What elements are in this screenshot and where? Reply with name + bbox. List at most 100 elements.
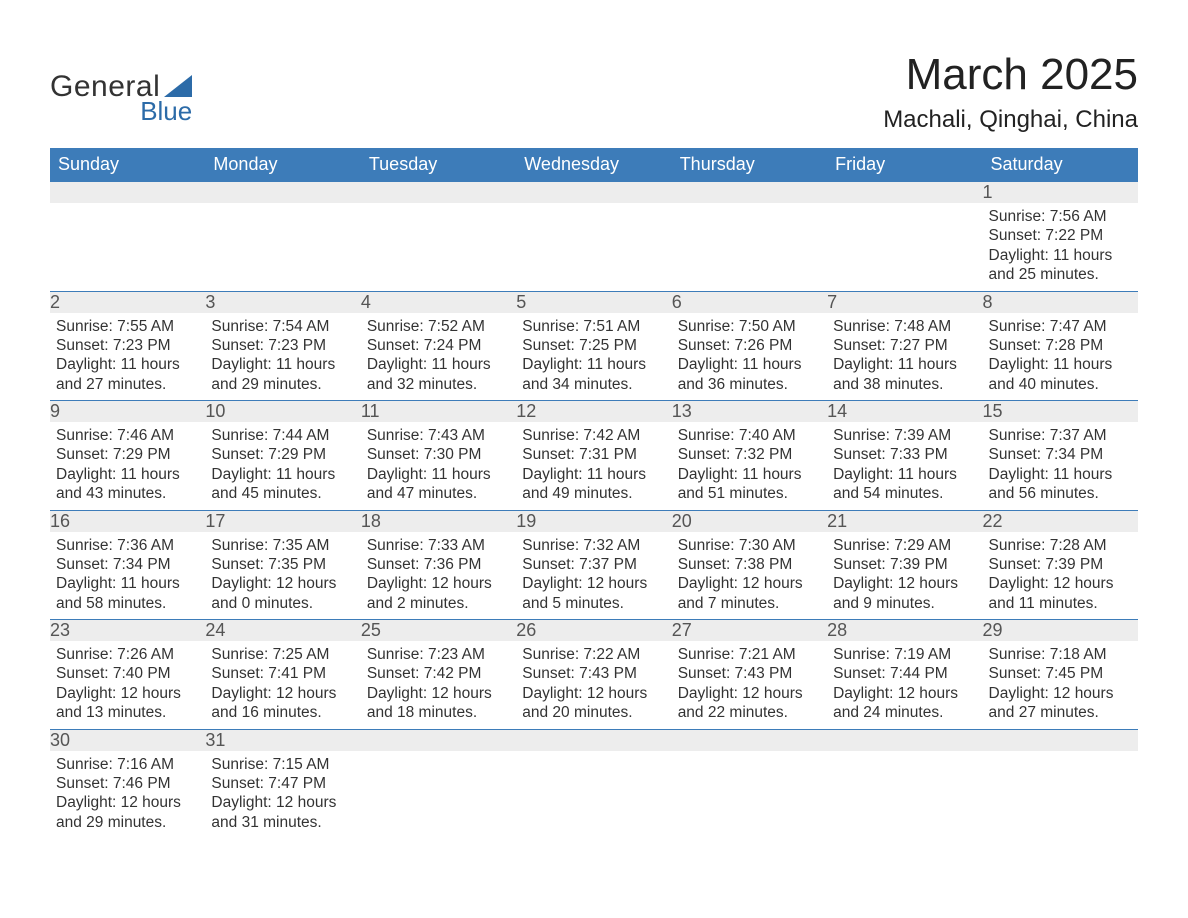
day-details-cell: Sunrise: 7:22 AMSunset: 7:43 PMDaylight:… <box>516 641 671 729</box>
sunrise-line: Sunrise: 7:56 AM <box>989 207 1132 226</box>
empty-cell <box>361 751 516 839</box>
daylight-line-1: Daylight: 11 hours <box>367 355 510 374</box>
daylight-line-2: and 20 minutes. <box>522 703 665 722</box>
daylight-line-2: and 0 minutes. <box>211 594 354 613</box>
empty-cell <box>827 203 982 291</box>
sunrise-line: Sunrise: 7:28 AM <box>989 536 1132 555</box>
logo: General Blue <box>50 50 192 127</box>
daylight-line-1: Daylight: 12 hours <box>211 574 354 593</box>
sunrise-line: Sunrise: 7:47 AM <box>989 317 1132 336</box>
title-block: March 2025 Machali, Qinghai, China <box>883 50 1138 134</box>
day-details-cell: Sunrise: 7:37 AMSunset: 7:34 PMDaylight:… <box>983 422 1138 510</box>
sunrise-line: Sunrise: 7:54 AM <box>211 317 354 336</box>
sunset-line: Sunset: 7:43 PM <box>678 664 821 683</box>
weekday-header: Wednesday <box>516 148 671 182</box>
sunrise-line: Sunrise: 7:44 AM <box>211 426 354 445</box>
day-details-cell: Sunrise: 7:39 AMSunset: 7:33 PMDaylight:… <box>827 422 982 510</box>
day-number-cell: 5 <box>516 291 671 313</box>
day-details-cell: Sunrise: 7:25 AMSunset: 7:41 PMDaylight:… <box>205 641 360 729</box>
day-details-cell: Sunrise: 7:43 AMSunset: 7:30 PMDaylight:… <box>361 422 516 510</box>
daylight-line-1: Daylight: 11 hours <box>211 355 354 374</box>
day-number-cell: 27 <box>672 620 827 642</box>
day-number-cell: 12 <box>516 401 671 423</box>
daylight-line-2: and 54 minutes. <box>833 484 976 503</box>
day-number-cell: 21 <box>827 510 982 532</box>
daylight-line-1: Daylight: 11 hours <box>678 355 821 374</box>
day-details-cell: Sunrise: 7:33 AMSunset: 7:36 PMDaylight:… <box>361 532 516 620</box>
daylight-line-1: Daylight: 12 hours <box>522 684 665 703</box>
sunrise-line: Sunrise: 7:48 AM <box>833 317 976 336</box>
daylight-line-1: Daylight: 11 hours <box>833 355 976 374</box>
day-details-cell: Sunrise: 7:36 AMSunset: 7:34 PMDaylight:… <box>50 532 205 620</box>
day-number-cell: 14 <box>827 401 982 423</box>
day-details-cell: Sunrise: 7:26 AMSunset: 7:40 PMDaylight:… <box>50 641 205 729</box>
daynum-row: 3031 <box>50 729 1138 751</box>
day-details-cell: Sunrise: 7:47 AMSunset: 7:28 PMDaylight:… <box>983 313 1138 401</box>
daynum-row: 9101112131415 <box>50 401 1138 423</box>
daylight-line-1: Daylight: 12 hours <box>211 793 354 812</box>
day-number-cell <box>50 182 205 204</box>
day-number-cell <box>516 182 671 204</box>
day-number-cell: 10 <box>205 401 360 423</box>
day-number-cell: 22 <box>983 510 1138 532</box>
daylight-line-1: Daylight: 11 hours <box>211 465 354 484</box>
daylight-line-2: and 45 minutes. <box>211 484 354 503</box>
day-details-cell: Sunrise: 7:51 AMSunset: 7:25 PMDaylight:… <box>516 313 671 401</box>
day-details-cell: Sunrise: 7:28 AMSunset: 7:39 PMDaylight:… <box>983 532 1138 620</box>
day-number-cell <box>827 182 982 204</box>
sunset-line: Sunset: 7:25 PM <box>522 336 665 355</box>
sunset-line: Sunset: 7:32 PM <box>678 445 821 464</box>
day-details-cell: Sunrise: 7:40 AMSunset: 7:32 PMDaylight:… <box>672 422 827 510</box>
day-number-cell: 30 <box>50 729 205 751</box>
day-number-cell: 3 <box>205 291 360 313</box>
daylight-line-2: and 18 minutes. <box>367 703 510 722</box>
day-number-cell: 23 <box>50 620 205 642</box>
sunset-line: Sunset: 7:45 PM <box>989 664 1132 683</box>
sunset-line: Sunset: 7:27 PM <box>833 336 976 355</box>
daylight-line-1: Daylight: 12 hours <box>989 574 1132 593</box>
day-number-cell: 25 <box>361 620 516 642</box>
daylight-line-2: and 25 minutes. <box>989 265 1132 284</box>
sunset-line: Sunset: 7:37 PM <box>522 555 665 574</box>
daylight-line-2: and 2 minutes. <box>367 594 510 613</box>
sunset-line: Sunset: 7:35 PM <box>211 555 354 574</box>
daylight-line-1: Daylight: 11 hours <box>522 355 665 374</box>
details-row: Sunrise: 7:26 AMSunset: 7:40 PMDaylight:… <box>50 641 1138 729</box>
empty-cell <box>983 751 1138 839</box>
sunrise-line: Sunrise: 7:30 AM <box>678 536 821 555</box>
sunset-line: Sunset: 7:44 PM <box>833 664 976 683</box>
day-number-cell: 28 <box>827 620 982 642</box>
daylight-line-1: Daylight: 12 hours <box>211 684 354 703</box>
day-details-cell: Sunrise: 7:32 AMSunset: 7:37 PMDaylight:… <box>516 532 671 620</box>
day-details-cell: Sunrise: 7:50 AMSunset: 7:26 PMDaylight:… <box>672 313 827 401</box>
day-details-cell: Sunrise: 7:56 AMSunset: 7:22 PMDaylight:… <box>983 203 1138 291</box>
details-row: Sunrise: 7:56 AMSunset: 7:22 PMDaylight:… <box>50 203 1138 291</box>
empty-cell <box>672 751 827 839</box>
day-details-cell: Sunrise: 7:42 AMSunset: 7:31 PMDaylight:… <box>516 422 671 510</box>
day-number-cell <box>672 729 827 751</box>
sunset-line: Sunset: 7:23 PM <box>56 336 199 355</box>
sunset-line: Sunset: 7:29 PM <box>56 445 199 464</box>
empty-cell <box>516 751 671 839</box>
sunrise-line: Sunrise: 7:43 AM <box>367 426 510 445</box>
daylight-line-1: Daylight: 11 hours <box>56 355 199 374</box>
sunrise-line: Sunrise: 7:18 AM <box>989 645 1132 664</box>
sunset-line: Sunset: 7:22 PM <box>989 226 1132 245</box>
sunset-line: Sunset: 7:24 PM <box>367 336 510 355</box>
day-details-cell: Sunrise: 7:48 AMSunset: 7:27 PMDaylight:… <box>827 313 982 401</box>
daylight-line-2: and 56 minutes. <box>989 484 1132 503</box>
day-number-cell: 6 <box>672 291 827 313</box>
daylight-line-2: and 11 minutes. <box>989 594 1132 613</box>
sunset-line: Sunset: 7:40 PM <box>56 664 199 683</box>
weekday-header: Friday <box>827 148 982 182</box>
day-number-cell <box>361 182 516 204</box>
daylight-line-2: and 47 minutes. <box>367 484 510 503</box>
daylight-line-1: Daylight: 12 hours <box>678 574 821 593</box>
sunset-line: Sunset: 7:42 PM <box>367 664 510 683</box>
daylight-line-2: and 22 minutes. <box>678 703 821 722</box>
sunset-line: Sunset: 7:26 PM <box>678 336 821 355</box>
daylight-line-2: and 32 minutes. <box>367 375 510 394</box>
sunrise-line: Sunrise: 7:23 AM <box>367 645 510 664</box>
day-number-cell: 11 <box>361 401 516 423</box>
daynum-row: 16171819202122 <box>50 510 1138 532</box>
